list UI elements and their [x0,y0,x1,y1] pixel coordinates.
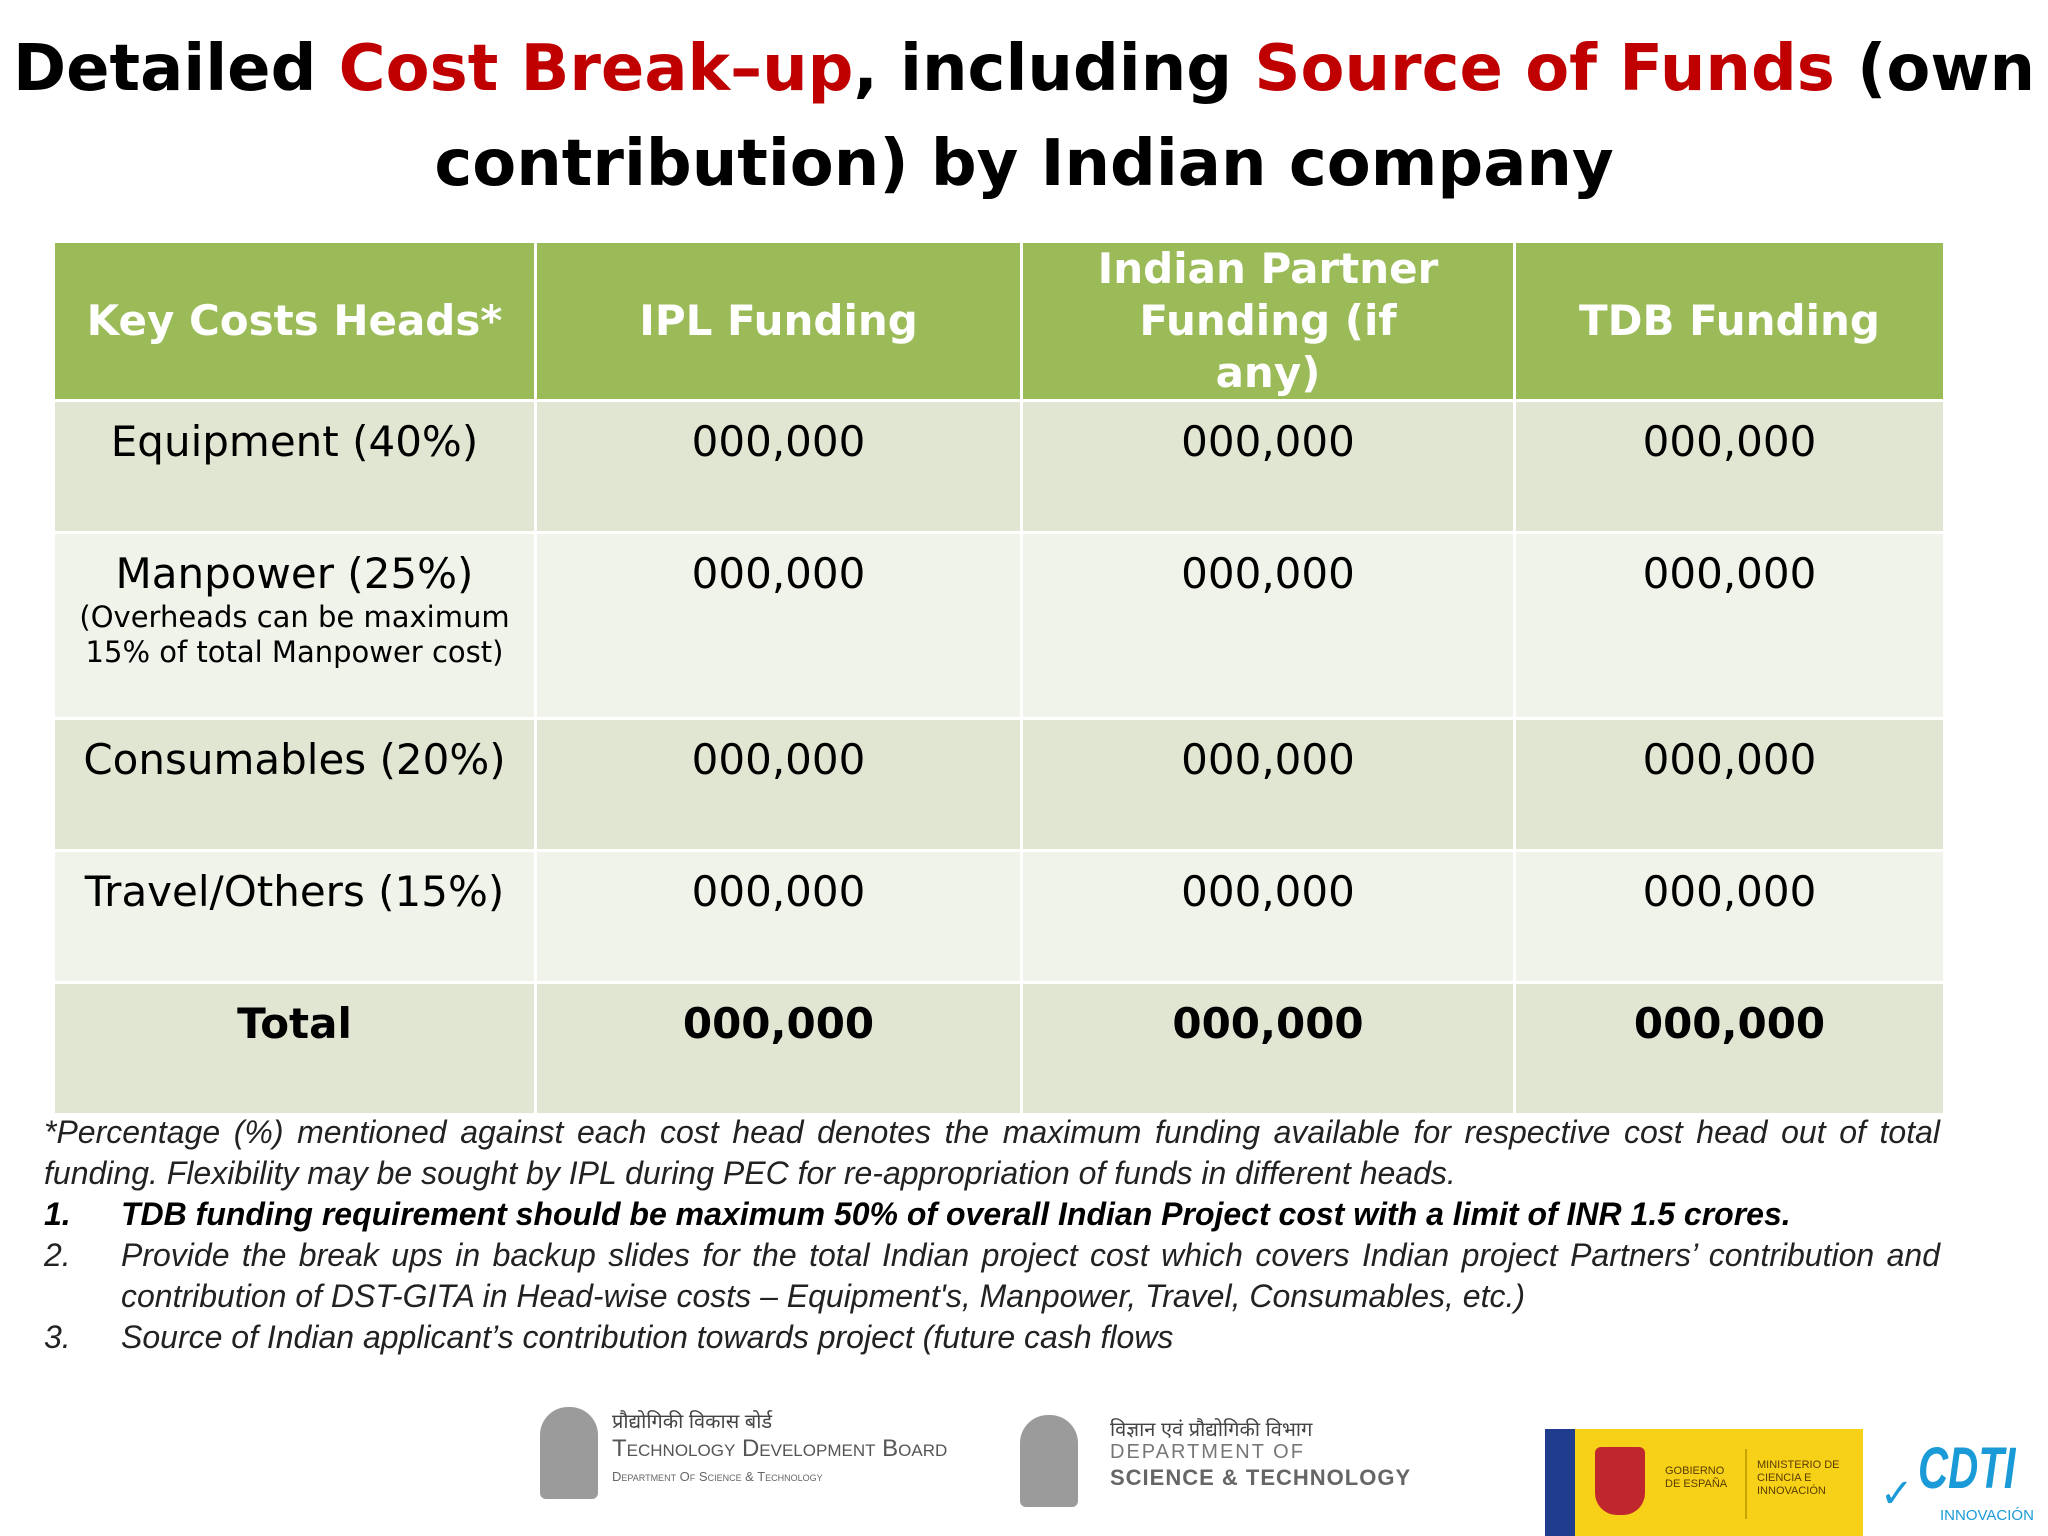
spain-ministry-text: MINISTERIO DE CIENCIA E INNOVACIÓN [1757,1459,1840,1497]
table-row: Manpower (25%) (Overheads can be maximum… [52,531,1946,720]
spain-government-text: GOBIERNO DE ESPAÑA [1665,1465,1728,1490]
cdti-subtitle: INNOVACIÓN [1940,1507,2034,1524]
table-row: Consumables (20%) 000,000 000,000 000,00… [52,717,1946,852]
dst-logo: विज्ञान एवं प्रौद्योगिकी विभाग DEPARTMEN… [1020,1415,1490,1515]
ipl-funding-cell: 000,000 [534,717,1023,852]
title-text: Detailed [12,32,339,106]
cost-head-cell: Consumables (20%) [52,717,537,852]
title-text: (own [1834,32,2036,106]
cost-head-cell: Total [52,981,537,1116]
tdb-funding-cell: 000,000 [1513,399,1946,534]
spain-ministry-logo: GOBIERNO DE ESPAÑA MINISTERIO DE CIENCIA… [1545,1429,1863,1536]
column-header: TDB Funding [1513,240,1946,402]
cost-head-label: Travel/Others (15%) [84,867,505,916]
cost-head-label: Manpower (25%) [115,549,474,598]
partner-logos: प्रौद्योगिकी विकास बोर्ड Technology Deve… [0,1395,2048,1536]
ipl-funding-cell: 000,000 [534,531,1023,720]
note-number: 2. [44,1237,71,1273]
partner-funding-cell: 000,000 [1020,849,1516,984]
partner-funding-cell: 000,000 [1020,717,1516,852]
national-emblem-icon [540,1407,598,1499]
note-text: TDB funding requirement should be maximu… [121,1196,1791,1232]
ipl-funding-cell: 000,000 [534,399,1023,534]
ipl-funding-cell: 000,000 [534,849,1023,984]
table-header-row: Key Costs Heads* IPL Funding Indian Part… [52,240,1946,402]
column-header: Key Costs Heads* [52,240,537,402]
tdb-hindi-name: प्रौद्योगिकी विकास बोर्ड [612,1411,773,1433]
table-total-row: Total 000,000 000,000 000,000 [52,981,1946,1116]
note-item: 2. Provide the break ups in backup slide… [44,1235,1940,1317]
cost-breakup-table: Key Costs Heads* IPL Funding Indian Part… [52,240,1946,1116]
tdb-logo: प्रौद्योगिकी विकास बोर्ड Technology Deve… [540,1407,990,1507]
logo-divider [1745,1449,1747,1519]
tdb-department: Department Of Science & Technology [612,1469,823,1484]
partner-funding-total: 000,000 [1020,981,1516,1116]
ipl-funding-total: 000,000 [534,981,1023,1116]
title-highlight-cost: Cost Break–up [338,32,854,106]
tdb-name: Technology Development Board [612,1435,948,1462]
tdb-funding-cell: 000,000 [1513,717,1946,852]
slide-title: Detailed Cost Break–up, including Source… [0,22,2048,212]
table-row: Equipment (40%) 000,000 000,000 000,000 [52,399,1946,534]
title-line-2: contribution) by Indian company [434,127,1614,201]
note-text: Provide the break ups in backup slides f… [121,1237,1940,1314]
dst-line-2: SCIENCE & TECHNOLOGY [1110,1465,1412,1490]
table-row: Travel/Others (15%) 000,000 000,000 000,… [52,849,1946,984]
note-text: Source of Indian applicant’s contributio… [121,1319,1174,1355]
column-header: IPL Funding [534,240,1023,402]
cost-head-label: Equipment (40%) [110,417,479,466]
tdb-funding-total: 000,000 [1513,981,1946,1116]
dst-line-1: DEPARTMENT OF [1110,1441,1305,1463]
cost-head-cell: Manpower (25%) (Overheads can be maximum… [52,531,537,720]
national-emblem-icon [1020,1415,1078,1507]
partner-funding-cell: 000,000 [1020,399,1516,534]
note-item: 1. TDB funding requirement should be max… [44,1194,1940,1235]
partner-funding-cell: 000,000 [1020,531,1516,720]
footnotes: *Percentage (%) mentioned against each c… [44,1112,1940,1358]
note-item: 3. Source of Indian applicant’s contribu… [44,1317,1940,1358]
cdti-name: CDTI [1918,1436,2016,1501]
title-text: , including [853,32,1255,106]
cdti-logo: ✓ CDTI INNOVACIÓN [1880,1431,2040,1531]
cdti-check-icon: ✓ [1880,1472,1914,1516]
total-label: Total [237,999,352,1048]
spain-coat-of-arms-icon [1595,1447,1645,1515]
cost-head-cell: Travel/Others (15%) [52,849,537,984]
note-number: 3. [44,1319,71,1355]
dst-hindi-name: विज्ञान एवं प्रौद्योगिकी विभाग [1110,1419,1313,1441]
cost-head-cell: Equipment (40%) [52,399,537,534]
eu-flag-strip [1545,1429,1575,1536]
note-number: 1. [44,1196,71,1232]
tdb-funding-cell: 000,000 [1513,531,1946,720]
tdb-funding-cell: 000,000 [1513,849,1946,984]
title-highlight-funds: Source of Funds [1254,32,1835,106]
title-line-1: Detailed Cost Break–up, including Source… [0,22,2048,117]
cost-head-note: (Overheads can be maximum 15% of total M… [79,600,510,669]
percentage-footnote: *Percentage (%) mentioned against each c… [44,1114,1940,1191]
cost-head-label: Consumables (20%) [83,735,506,784]
column-header: Indian Partner Funding (if any) [1020,240,1516,402]
